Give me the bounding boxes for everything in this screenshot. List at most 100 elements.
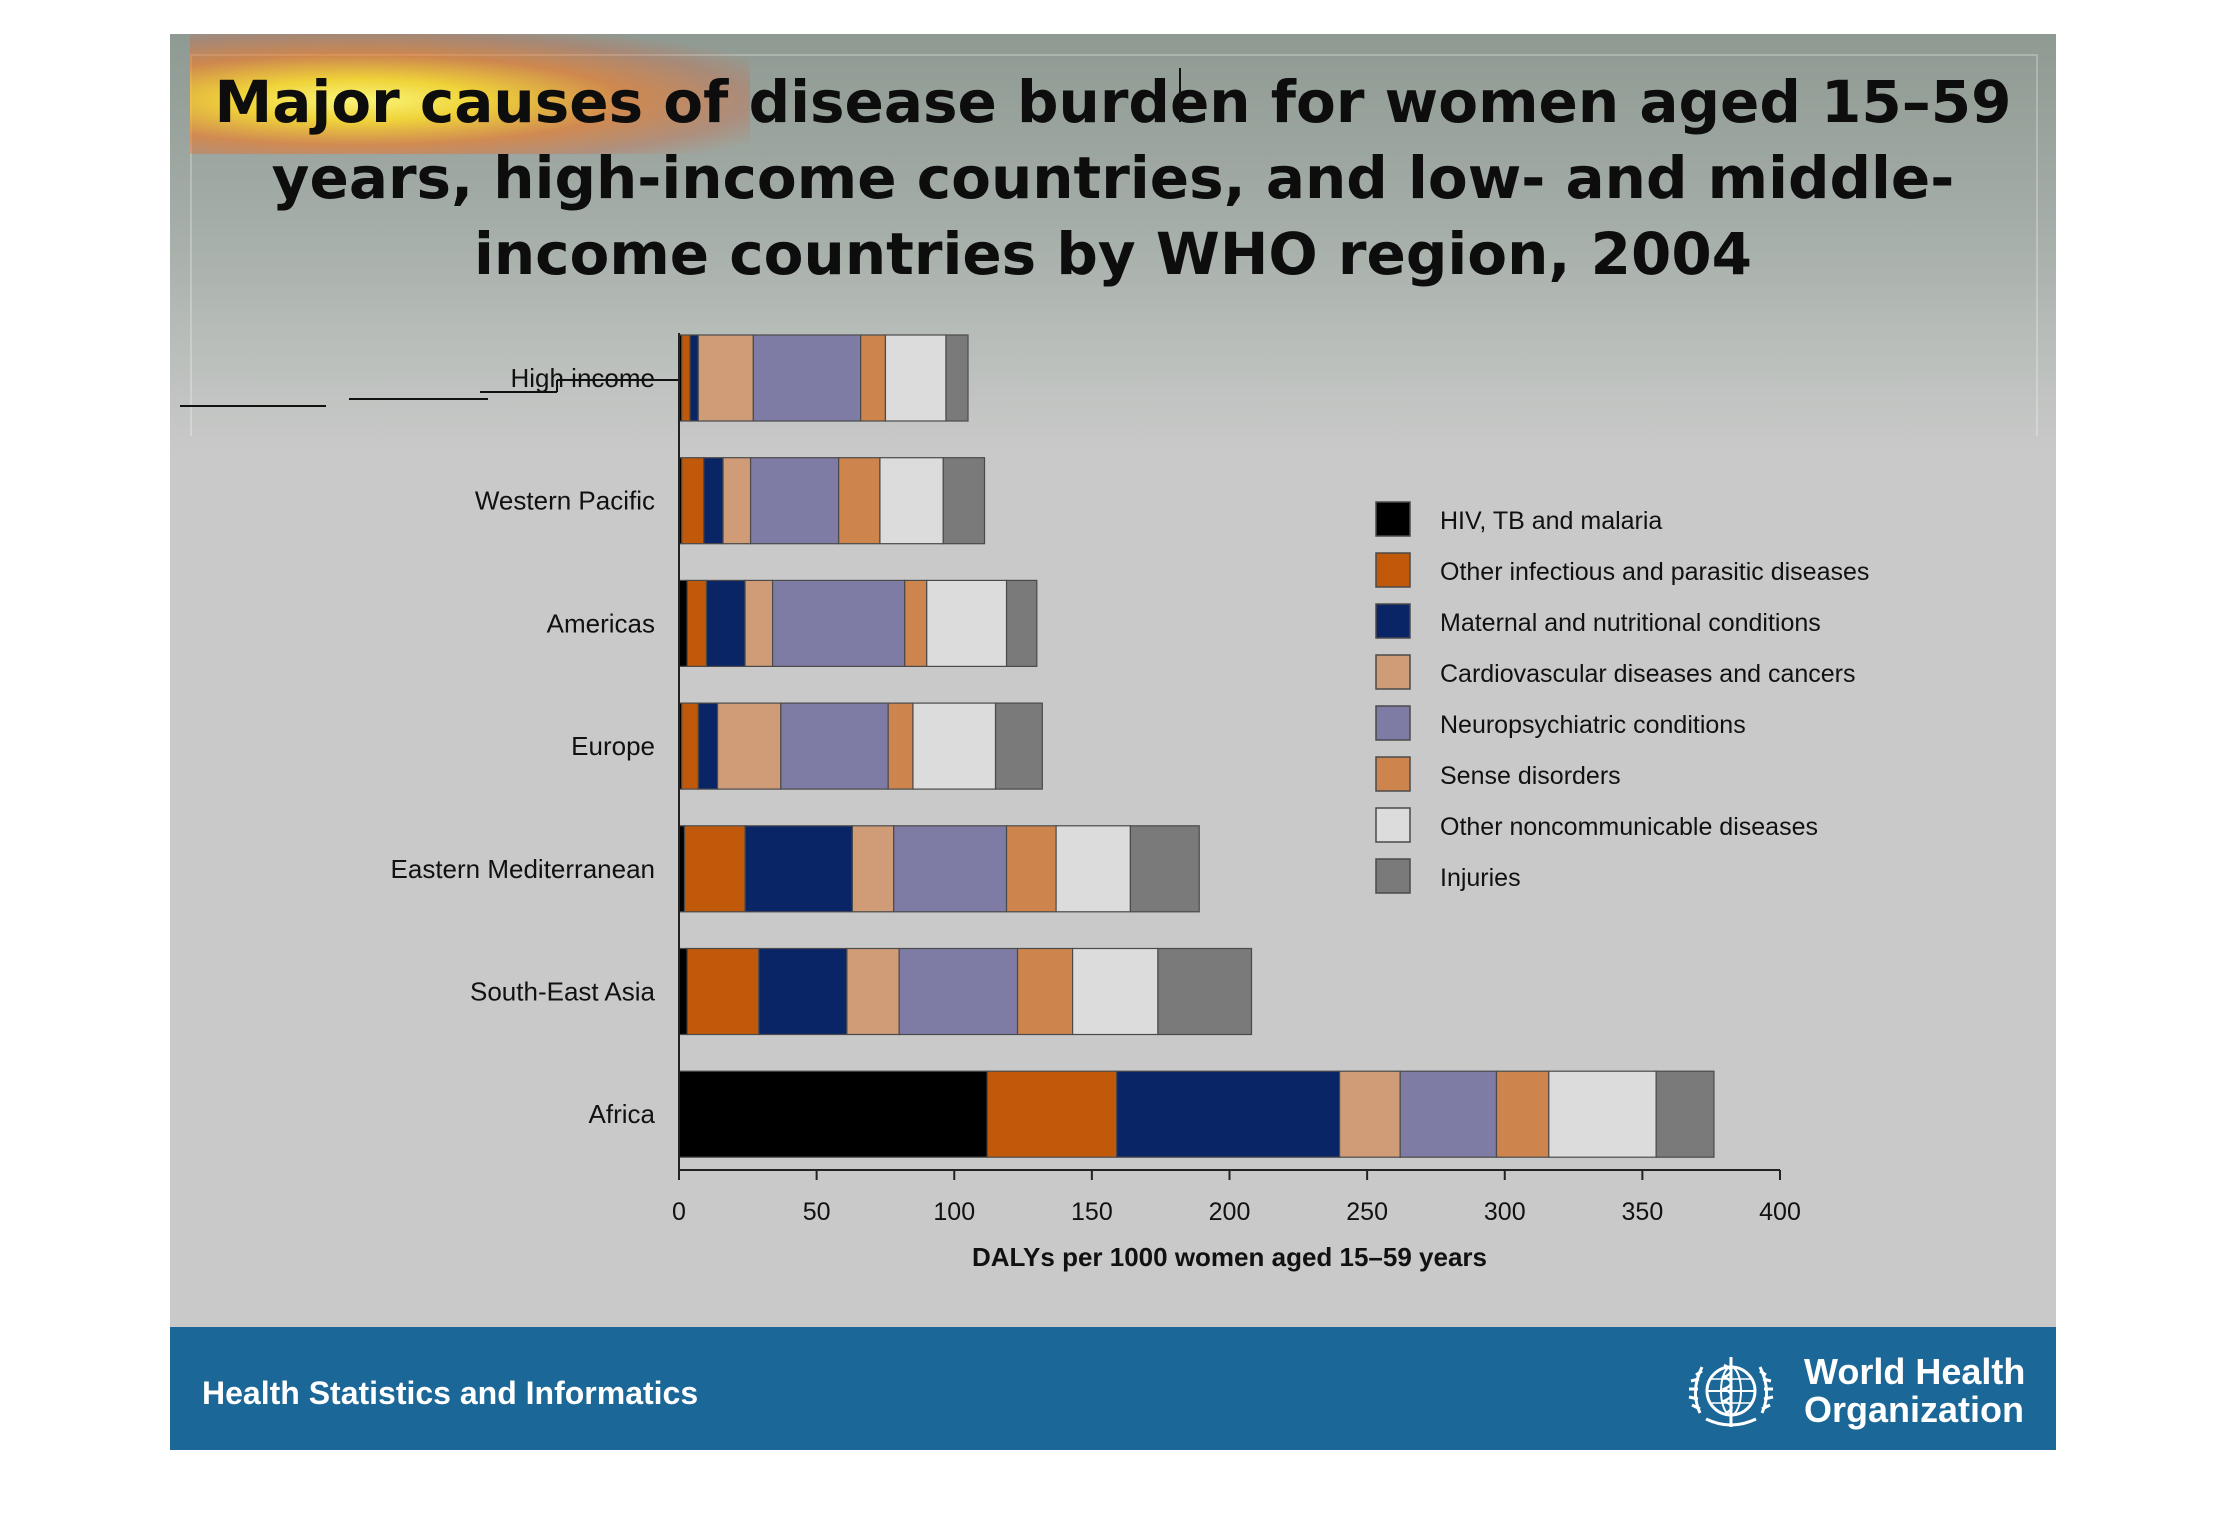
legend-label: Sense disorders (1440, 762, 1621, 790)
category-label: Americas (547, 608, 655, 638)
bar-segment (884, 334, 947, 422)
bar-segment (887, 702, 914, 790)
x-tick-label: 50 (803, 1198, 831, 1226)
bar-segment (758, 947, 848, 1036)
bar-segment (1055, 825, 1132, 913)
bar-segment (1005, 825, 1057, 913)
who-wordmark-line1: World Health (1804, 1351, 2026, 1392)
legend-swatch (1375, 756, 1411, 792)
category-label: Eastern Mediterranean (391, 854, 655, 884)
bars-group (678, 334, 1715, 1158)
x-tick-label: 200 (1209, 1198, 1251, 1226)
legend-label: Neuropsychiatric conditions (1440, 711, 1746, 739)
slide-frame (190, 54, 2038, 436)
bar-segment (898, 947, 1019, 1036)
annotation-lines (180, 379, 752, 407)
category-label: Western Pacific (475, 486, 655, 516)
bar-segment (678, 1070, 988, 1158)
legend-swatch (1375, 552, 1411, 588)
bar-segment (994, 702, 1043, 790)
bar-segment (942, 457, 986, 545)
bar-segment (686, 947, 760, 1036)
bar-segment (1399, 1070, 1498, 1158)
bar-segment (716, 702, 782, 790)
bar-segment (683, 825, 746, 913)
bar-segment (860, 334, 887, 422)
legend-label: Maternal and nutritional conditions (1440, 609, 1821, 637)
bar-segment (1005, 579, 1038, 668)
x-tick-label: 250 (1346, 1198, 1388, 1226)
legend-swatch (1375, 501, 1411, 537)
slide: Major causes of disease burden for women… (170, 34, 2056, 1450)
slide-title: Major causes of disease burden for women… (214, 68, 2012, 288)
x-tick-label: 300 (1484, 1198, 1526, 1226)
bar-segment (771, 579, 906, 668)
category-labels: High income Western Pacific Americas Europe… (391, 363, 656, 1129)
bar-segment (722, 457, 752, 545)
x-axis-title: DALYs per 1000 women aged 15–59 years (972, 1242, 1487, 1272)
bar-segment (681, 334, 691, 422)
legend-swatch (1375, 603, 1411, 639)
bar-segment (678, 579, 688, 668)
bar-segment (686, 579, 708, 668)
bar-segment (1655, 1070, 1715, 1158)
category-label: Africa (589, 1099, 656, 1129)
bar-segment (744, 579, 774, 668)
bar-segment (912, 702, 997, 790)
bar-segment (749, 457, 840, 545)
bar-segment (697, 334, 754, 422)
category-label: High income (510, 363, 655, 393)
bar-segment (752, 334, 862, 422)
bar-segment (1116, 1070, 1341, 1158)
bar-segment (1338, 1070, 1401, 1158)
bar-segment (689, 334, 699, 422)
bar-segment (681, 457, 705, 545)
bar-segment (846, 947, 900, 1036)
legend-swatch (1375, 807, 1411, 843)
legend-label: HIV, TB and malaria (1440, 507, 1662, 535)
category-label: Europe (571, 731, 655, 761)
x-axis: 0 50 100 150 200 250 300 350 400 DALYs per 1000 w… (672, 333, 1801, 1272)
bar-segment (1548, 1070, 1657, 1158)
who-logo-icon (1688, 1357, 1774, 1427)
legend: HIV, TB and malaria Other infectious and … (1375, 501, 1869, 894)
bar-segment (681, 702, 699, 790)
bar-segment (1157, 947, 1253, 1036)
bar-segment (838, 457, 881, 545)
bar-segment (945, 334, 969, 422)
legend-swatch (1375, 705, 1411, 741)
bar-segment (697, 702, 719, 790)
bar-segment (678, 947, 688, 1036)
legend-label: Other noncommunicable diseases (1440, 813, 1818, 841)
x-tick-label: 150 (1071, 1198, 1113, 1226)
footer-bar: Health Statistics and Informatics World … (170, 1327, 2056, 1450)
bar-segment (1129, 825, 1200, 913)
bar-segment (1495, 1070, 1550, 1158)
legend-label: Injuries (1440, 864, 1521, 892)
legend-label: Cardiovascular diseases and cancers (1440, 660, 1856, 688)
x-tick-label: 0 (672, 1198, 686, 1226)
legend-label: Other infectious and parasitic diseases (1440, 558, 1869, 586)
bar-segment (1072, 947, 1159, 1036)
x-tick-label: 400 (1759, 1198, 1801, 1226)
bar-segment (705, 579, 746, 668)
legend-swatch (1375, 858, 1411, 894)
bar-segment (703, 457, 724, 545)
footer-text: Health Statistics and Informatics (202, 1375, 699, 1411)
highlight-marker (190, 34, 750, 154)
bar-segment (893, 825, 1008, 913)
bar-segment (744, 825, 854, 913)
title-guide-line (1179, 68, 1181, 122)
bar-segment (926, 579, 1008, 668)
x-tick-label: 350 (1622, 1198, 1664, 1226)
bar-segment (879, 457, 944, 545)
bar-segment (851, 825, 895, 913)
x-tick-label: 100 (933, 1198, 975, 1226)
bar-segment (780, 702, 889, 790)
bar-segment (904, 579, 928, 668)
category-label: South-East Asia (470, 977, 656, 1007)
legend-swatch (1375, 654, 1411, 690)
who-wordmark: World Health Organization (1804, 1353, 2025, 1429)
bar-segment (1016, 947, 1074, 1036)
